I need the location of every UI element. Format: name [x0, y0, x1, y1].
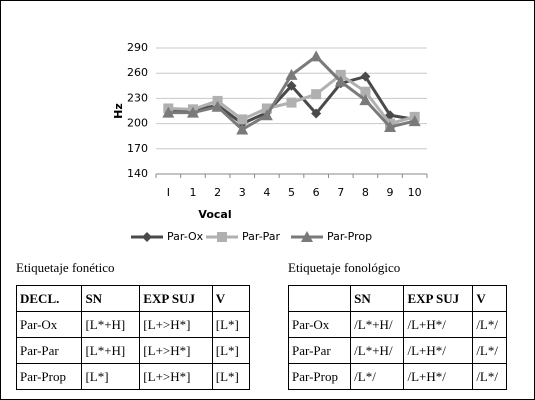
- legend-label: Par-Par: [242, 230, 281, 243]
- table-cell: Par-Par: [287, 337, 352, 364]
- table-cell: /L*+H/: [350, 311, 405, 338]
- marker: [385, 110, 396, 121]
- table-cell: /L*/: [350, 363, 405, 390]
- marker: [334, 75, 347, 87]
- table-cell: Par-Ox: [287, 311, 352, 338]
- table-title: Etiquetaje fonético: [16, 260, 115, 275]
- header-cell: SN: [350, 285, 405, 312]
- table: DECL. SN EXP SUJ V Par-Ox [L*+H] [L+>H*] [L*] Pa…: [15, 285, 251, 390]
- table-cell: /L+H*/: [403, 337, 474, 364]
- header-row: DECL. SN EXP SUJ V: [15, 285, 251, 312]
- x-tick-label: 5: [288, 186, 295, 199]
- y-tick-label: 290: [127, 41, 148, 54]
- table-cell: [L*+H]: [81, 337, 141, 364]
- table-cell: /L+H*/: [403, 311, 474, 338]
- y-tick-label: 200: [127, 117, 148, 130]
- series-line: [168, 54, 416, 132]
- table-cell: Par-Par: [15, 337, 83, 364]
- table-cell: Par-Prop: [287, 363, 352, 390]
- marker: [408, 115, 421, 127]
- marker: [285, 68, 298, 80]
- marker: [359, 94, 372, 106]
- x-tick-label: 10: [408, 186, 422, 199]
- marker: [261, 103, 272, 114]
- chart: Vocal Hz 140 170 200 230 260 290 I 1 2 3 4 5 6 7 8 9 10 P…: [112, 41, 428, 243]
- y-tick-label: 230: [127, 91, 148, 104]
- table-row: Par-Par [L*+H] [L+>H*] [L*]: [15, 337, 251, 364]
- table-cell: /L*/: [472, 311, 507, 338]
- table-cell: Par-Ox: [15, 311, 83, 338]
- table-cell: /L*/: [472, 363, 507, 390]
- x-axis-label: Vocal: [198, 208, 231, 221]
- table-row: Par-Prop [L*] [L+>H*] [L*]: [15, 363, 251, 390]
- x-tick-label: 8: [362, 186, 369, 199]
- legend-label: Par-Ox: [167, 230, 204, 243]
- table-row: Par-Ox [L*+H] [L+>H*] [L*]: [15, 311, 251, 338]
- table-row: Par-Ox/L*+H//L+H*//L*/: [287, 311, 507, 338]
- marker: [162, 106, 175, 118]
- marker: [301, 231, 313, 242]
- marker: [142, 232, 152, 242]
- table: SN EXP SUJ V Par-Ox/L*+H//L+H*//L*/Par-Par /…: [287, 285, 507, 390]
- table-cell: /L+H*/: [403, 363, 474, 390]
- y-axis-label: Hz: [112, 103, 125, 119]
- table-cell: [L*]: [211, 337, 251, 364]
- x-tick-label: I: [167, 186, 170, 199]
- marker: [260, 109, 273, 121]
- y-tick-label: 140: [127, 167, 148, 180]
- header-cell: [287, 285, 352, 312]
- legend-label: Par-Prop: [327, 230, 372, 243]
- table-row: Par-Prop/L*//L+H*//L*/: [287, 363, 507, 390]
- header-cell: V: [211, 285, 251, 312]
- marker: [236, 123, 249, 135]
- table-cell: Par-Prop: [15, 363, 83, 390]
- x-tick-label: 4: [263, 186, 270, 199]
- marker: [237, 114, 248, 125]
- marker: [384, 120, 397, 132]
- table-title: Etiquetaje fonológico: [288, 260, 401, 275]
- table-cell: /L*/: [472, 337, 507, 364]
- header-cell: DECL.: [15, 285, 83, 312]
- header-cell: EXP SUJ: [403, 285, 474, 312]
- marker: [286, 80, 297, 91]
- table-cell: [L*]: [211, 363, 251, 390]
- table-cell: /L*+H/: [350, 337, 405, 364]
- marker: [360, 86, 371, 97]
- x-tick-label: 7: [337, 186, 344, 199]
- table-row: Par-Par/L*+H//L+H*//L*/: [287, 337, 507, 364]
- marker: [360, 71, 371, 82]
- x-tick-label: 2: [214, 186, 221, 199]
- table-cell: [L*]: [211, 311, 251, 338]
- table-cell: [L+>H*]: [139, 337, 213, 364]
- marker: [311, 89, 322, 100]
- header-cell: SN: [81, 285, 141, 312]
- table-cell: [L+>H*]: [139, 363, 213, 390]
- header-row: SN EXP SUJ V: [287, 285, 507, 312]
- x-tick-label: 3: [239, 186, 246, 199]
- marker: [310, 50, 323, 62]
- x-tick-label: 9: [387, 186, 394, 199]
- y-tick-label: 170: [127, 142, 148, 155]
- x-tick-label: 1: [189, 186, 196, 199]
- table-cell: [L+>H*]: [139, 311, 213, 338]
- header-cell: EXP SUJ: [139, 285, 213, 312]
- marker: [211, 100, 224, 112]
- table-cell: [L*]: [81, 363, 141, 390]
- marker: [217, 232, 227, 242]
- x-tick-label: 6: [313, 186, 320, 199]
- y-tick-label: 260: [127, 66, 148, 79]
- header-cell: V: [472, 285, 507, 312]
- table-cell: [L*+H]: [81, 311, 141, 338]
- marker: [311, 108, 322, 119]
- marker: [286, 97, 297, 108]
- marker: [335, 69, 346, 80]
- marker: [186, 106, 199, 118]
